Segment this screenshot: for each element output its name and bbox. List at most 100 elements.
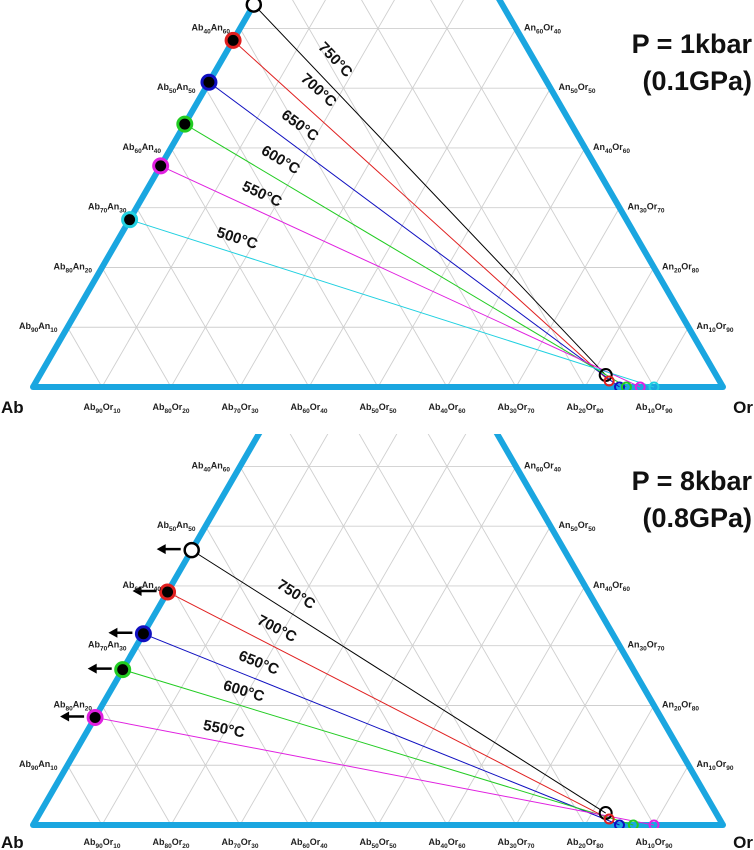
right-edge-tick-label: An30Or70 [628, 202, 665, 215]
base-tick-label: Ab10Or90 [636, 837, 673, 850]
pressure-title: P = 8kbar [632, 466, 753, 496]
base-tick-label: Ab30Or70 [498, 837, 535, 850]
ternary-panel-1: 750°C700°C650°C600°C550°C500°CAb90An10Ab… [1, 0, 753, 417]
base-tick-label: Ab60Or40 [291, 402, 328, 415]
grid-line [427, 434, 655, 826]
grid-line [205, 87, 379, 388]
base-tick-label: Ab90Or10 [84, 402, 121, 415]
tie-line [129, 219, 655, 388]
kfeldspar-point [627, 819, 639, 828]
corner-label-ab: Ab [1, 833, 24, 850]
grid-line [446, 147, 586, 388]
left-edge-tick-label: Ab60An40 [123, 580, 162, 593]
tie-line [191, 549, 606, 814]
pressure-subtitle: (0.1GPa) [642, 66, 752, 96]
kfeldspar-point [603, 813, 615, 825]
plagioclase-point-core [155, 160, 166, 171]
grid-line [515, 207, 620, 388]
grid-line [446, 585, 586, 826]
left-edge-tick-label: Ab60An40 [123, 142, 162, 155]
tie-line [232, 40, 610, 382]
left-edge-tick-label: Ab90An10 [19, 321, 58, 334]
grid-lines [67, 434, 689, 826]
plagioclase-point [183, 541, 200, 559]
kfeldspar-point [598, 806, 613, 821]
grid-line [67, 327, 103, 388]
kfeldspar-point [603, 375, 615, 387]
left-edge-tick-label: Ab90An10 [19, 759, 58, 772]
shift-arrow-head [108, 627, 118, 638]
plagioclase-point-core [203, 77, 214, 88]
right-edge-tick-label: An10Or90 [697, 759, 734, 772]
grid-line [101, 705, 172, 826]
grid-line [584, 705, 655, 826]
right-edge-tick-label: An20Or80 [662, 261, 699, 274]
grid-lines [67, 0, 689, 388]
right-edge-tick-label: An60Or40 [524, 460, 561, 473]
shift-arrow-head [132, 585, 142, 596]
base-tick-label: Ab80Or20 [153, 402, 190, 415]
tie-line [143, 633, 620, 826]
kfeldspar-point [648, 381, 660, 390]
triangle-left-edge [30, 434, 263, 827]
base-tick-label: Ab20Or80 [567, 837, 604, 850]
shift-arrow-head [60, 711, 70, 722]
grid-line [377, 87, 551, 388]
base-tick-label: Ab60Or40 [291, 837, 328, 850]
pressure-subtitle: (0.8GPa) [642, 503, 752, 533]
right-edge-tick-label: An20Or80 [662, 699, 699, 712]
left-edge-tick-label: Ab80An20 [54, 699, 93, 712]
tie-line [167, 591, 610, 820]
base-tick-label: Ab30Or70 [498, 402, 535, 415]
plagioclase-point [245, 0, 263, 13]
base-tick-label: Ab80Or20 [153, 837, 190, 850]
plagioclase-point-core [228, 35, 239, 46]
right-edge-tick-label: An10Or90 [697, 321, 734, 334]
base-tick-label: Ab50Or50 [360, 837, 397, 850]
base-tick-label: Ab70Or30 [222, 837, 259, 850]
left-edge-tick-label: Ab40An60 [192, 22, 231, 35]
grid-line [430, 0, 655, 388]
base-tick-label: Ab50Or50 [360, 402, 397, 415]
grid-line [101, 434, 329, 826]
base-tick-label: Ab40Or60 [429, 402, 466, 415]
kfeldspar-point [614, 819, 625, 828]
grid-line [377, 525, 551, 826]
base-tick-label: Ab20Or80 [567, 402, 604, 415]
plagioclase-point-core [138, 628, 149, 639]
plagioclase-point-core [162, 586, 173, 597]
grid-line [653, 765, 689, 826]
grid-line [136, 207, 241, 388]
shift-arrow-head [156, 544, 166, 555]
right-edge-tick-label: An40Or60 [593, 580, 630, 593]
right-edge-tick-label: An30Or70 [628, 640, 665, 653]
right-edge-tick-label: An50Or50 [559, 82, 596, 95]
kfeldspar-point [614, 381, 625, 390]
plagioclase-point-core [124, 214, 135, 225]
plagioclase-point-core [90, 712, 101, 723]
right-edge-tick-label: An50Or50 [559, 520, 596, 533]
isotherm-label: 650°C [278, 106, 322, 145]
tie-line [253, 4, 607, 376]
corner-label-or: Or [733, 833, 753, 850]
left-edge-tick-label: Ab70An30 [88, 640, 127, 653]
grid-line [170, 147, 310, 388]
grid-line [289, 434, 517, 826]
grid-line [170, 0, 395, 388]
triangle-right-edge [493, 434, 726, 827]
left-edge-tick-label: Ab70An30 [88, 202, 127, 215]
pressure-title: P = 1kbar [632, 29, 753, 59]
tie-line [122, 669, 634, 826]
grid-line [653, 327, 689, 388]
tie-line [95, 716, 655, 826]
plagioclase-point-core [179, 119, 190, 130]
left-edge-tick-label: Ab50An50 [157, 82, 196, 95]
tie-line [160, 165, 641, 388]
left-edge-tick-label: Ab50An50 [157, 520, 196, 533]
right-edge-tick-label: An40Or60 [593, 142, 630, 155]
triangle-right-edge [496, 0, 726, 389]
left-edge-tick-label: Ab40An60 [192, 460, 231, 473]
grid-line [361, 0, 586, 388]
